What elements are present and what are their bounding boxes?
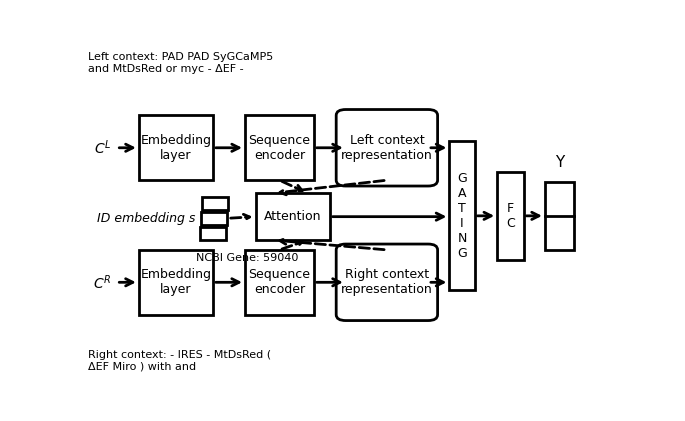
Text: Sequence
encoder: Sequence encoder xyxy=(249,268,310,296)
Text: G
A
T
I
N
G: G A T I N G xyxy=(457,172,467,260)
Text: Right context
representation: Right context representation xyxy=(341,268,433,296)
Bar xyxy=(497,172,523,260)
Bar xyxy=(256,193,329,240)
Bar xyxy=(245,250,314,315)
Text: Sequence
encoder: Sequence encoder xyxy=(249,134,310,162)
Bar xyxy=(545,182,574,250)
Text: Left context
representation: Left context representation xyxy=(341,134,433,162)
FancyBboxPatch shape xyxy=(336,244,438,320)
Bar xyxy=(138,115,213,180)
Bar xyxy=(201,212,227,225)
Bar xyxy=(245,115,314,180)
Text: Attention: Attention xyxy=(264,210,321,223)
Text: Left context: PAD PAD SyGCaMP5
and MtDsRed or myc - ΔEF -: Left context: PAD PAD SyGCaMP5 and MtDsR… xyxy=(88,52,273,74)
Text: Embedding
layer: Embedding layer xyxy=(140,268,212,296)
Bar xyxy=(200,227,226,240)
Text: NCBI Gene: 59040: NCBI Gene: 59040 xyxy=(195,253,298,263)
Text: $C^R$: $C^R$ xyxy=(93,273,112,292)
Bar xyxy=(449,141,475,290)
Text: Y: Y xyxy=(555,155,564,171)
Bar xyxy=(202,197,228,210)
Text: Right context: - IRES - MtDsRed (
ΔEF Miro ) with and: Right context: - IRES - MtDsRed ( ΔEF Mi… xyxy=(88,350,271,372)
Text: ID embedding s: ID embedding s xyxy=(97,212,195,225)
FancyBboxPatch shape xyxy=(336,109,438,186)
Text: Embedding
layer: Embedding layer xyxy=(140,134,212,162)
Bar xyxy=(138,250,213,315)
Text: $C^L$: $C^L$ xyxy=(94,139,112,157)
Text: F
C: F C xyxy=(506,202,514,230)
